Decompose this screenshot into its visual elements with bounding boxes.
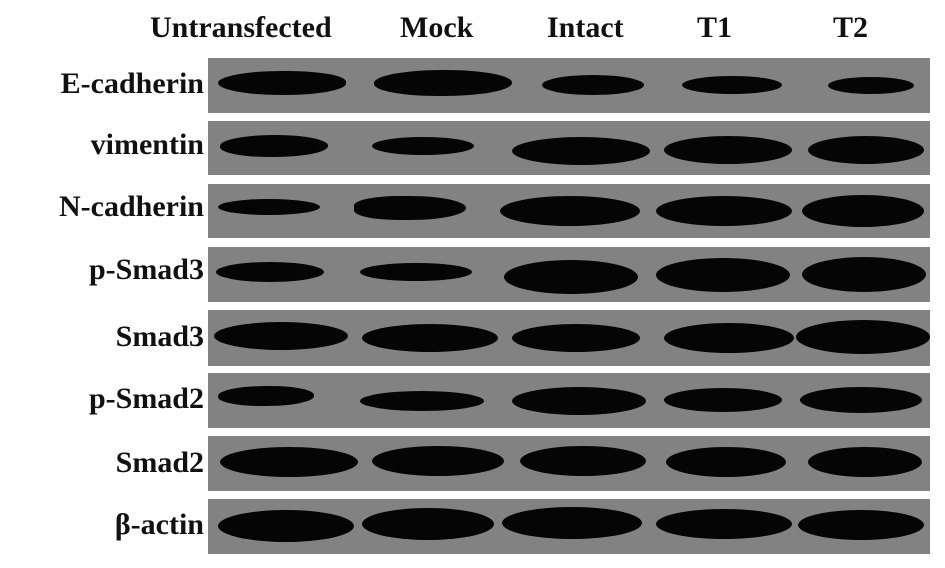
band-n-cadherin-t1 (656, 196, 792, 226)
band-smad3-mock (362, 324, 498, 352)
band-smad3-t2 (796, 320, 930, 354)
band-e-cadherin-mock (374, 70, 512, 96)
band-smad2-untransfected (220, 447, 358, 477)
band-p-smad3-intact (504, 260, 638, 294)
row-label-vimentin: vimentin (90, 128, 204, 161)
band-beta-actin-intact (502, 507, 642, 539)
blot-strip-n-cadherin (208, 184, 930, 238)
band-vimentin-t1 (664, 136, 792, 164)
band-smad3-t1 (664, 323, 794, 353)
band-beta-actin-mock (362, 508, 494, 540)
blot-strip-vimentin (208, 121, 930, 175)
band-smad3-untransfected (214, 322, 348, 350)
row-label-smad3: Smad3 (115, 320, 204, 353)
band-beta-actin-t1 (656, 509, 792, 539)
band-vimentin-untransfected (220, 135, 328, 157)
band-smad2-t1 (666, 447, 786, 477)
band-p-smad2-t1 (664, 388, 782, 412)
band-smad3-intact (512, 324, 640, 352)
column-header-untransfected: Untransfected (150, 11, 332, 44)
band-e-cadherin-untransfected (218, 71, 346, 95)
band-e-cadherin-t1 (682, 76, 782, 94)
band-smad2-t2 (808, 447, 922, 477)
column-header-t1: T1 (697, 11, 733, 44)
band-p-smad3-t1 (656, 258, 790, 292)
row-label-smad2: Smad2 (115, 446, 204, 479)
blot-strip-p-smad3 (208, 247, 930, 302)
band-p-smad2-untransfected (218, 386, 314, 406)
band-n-cadherin-intact (500, 196, 640, 226)
row-label-n-cadherin: N-cadherin (59, 190, 204, 223)
band-p-smad3-untransfected (216, 262, 324, 282)
band-vimentin-intact (512, 137, 650, 165)
band-p-smad2-intact (512, 387, 646, 415)
band-smad2-mock (372, 446, 504, 476)
row-label-p-smad3: p-Smad3 (88, 253, 204, 286)
band-n-cadherin-mock (354, 196, 466, 220)
band-e-cadherin-intact (542, 75, 644, 95)
band-e-cadherin-t2 (828, 77, 914, 94)
column-header-mock: Mock (400, 11, 474, 44)
band-n-cadherin-t2 (802, 195, 924, 227)
band-beta-actin-untransfected (218, 510, 354, 542)
row-label-e-cadherin: E-cadherin (60, 67, 204, 100)
band-p-smad3-t2 (802, 257, 926, 292)
blot-strip-smad2 (208, 436, 930, 491)
column-header-intact: Intact (547, 11, 624, 44)
band-p-smad2-mock (360, 391, 484, 411)
blot-strip-e-cadherin (208, 58, 930, 113)
band-vimentin-t2 (808, 136, 924, 164)
band-p-smad2-t2 (800, 387, 922, 413)
row-label-beta-actin: β-actin (114, 508, 204, 541)
blot-strip-smad3 (208, 310, 930, 366)
band-n-cadherin-untransfected (218, 199, 320, 215)
blot-strip-p-smad2 (208, 373, 930, 428)
blot-strip-beta-actin (208, 499, 930, 554)
band-vimentin-mock (372, 137, 474, 155)
band-smad2-intact (520, 446, 646, 476)
band-p-smad3-mock (360, 263, 472, 281)
row-label-p-smad2: p-Smad2 (88, 382, 204, 415)
column-header-t2: T2 (833, 11, 869, 44)
band-beta-actin-t2 (798, 510, 924, 540)
